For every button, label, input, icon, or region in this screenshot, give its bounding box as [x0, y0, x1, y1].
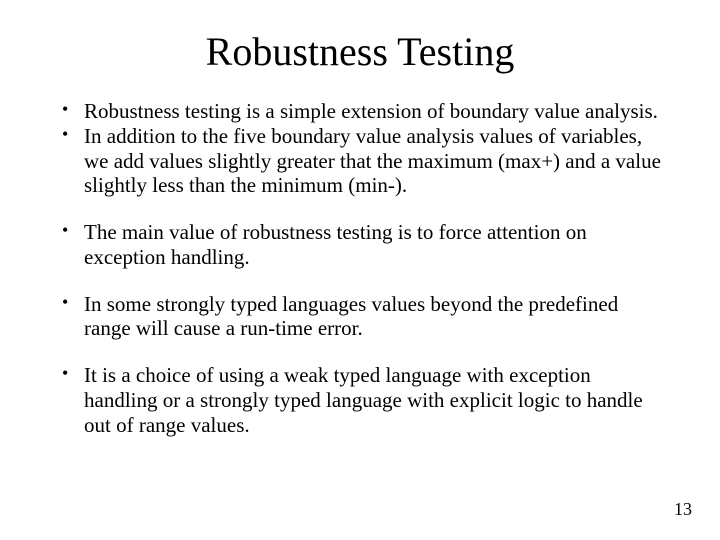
- slide-title: Robustness Testing: [56, 28, 664, 75]
- bullet-text: In addition to the five boundary value a…: [84, 124, 661, 198]
- list-item: Robustness testing is a simple extension…: [84, 99, 664, 124]
- list-item: In addition to the five boundary value a…: [84, 124, 664, 198]
- bullet-text: Robustness testing is a simple extension…: [84, 99, 658, 123]
- slide: Robustness Testing Robustness testing is…: [0, 0, 720, 540]
- spacer: [84, 341, 664, 363]
- bullet-list: Robustness testing is a simple extension…: [56, 99, 664, 437]
- spacer: [84, 198, 664, 220]
- list-item: The main value of robustness testing is …: [84, 220, 664, 270]
- bullet-text: The main value of robustness testing is …: [84, 220, 587, 269]
- spacer: [84, 270, 664, 292]
- bullet-text: It is a choice of using a weak typed lan…: [84, 363, 643, 437]
- page-number: 13: [674, 499, 692, 520]
- list-item: It is a choice of using a weak typed lan…: [84, 363, 664, 437]
- bullet-text: In some strongly typed languages values …: [84, 292, 618, 341]
- list-item: In some strongly typed languages values …: [84, 292, 664, 342]
